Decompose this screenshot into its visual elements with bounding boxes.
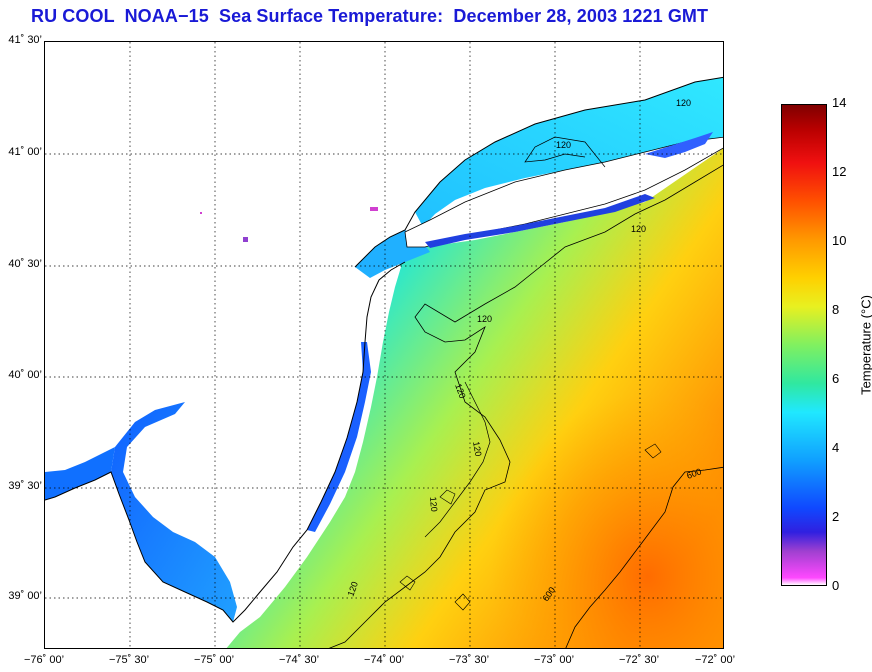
contour-label-120: 120 (428, 496, 439, 512)
lat-label-41-30: 41˚ 30’ (8, 34, 42, 46)
lat-label-40-30: 40˚ 30’ (8, 258, 42, 270)
contour-label-120: 120 (631, 224, 646, 234)
figure-title: RU COOL NOAA−15 Sea Surface Temperature:… (31, 6, 709, 26)
colorbar-label: Temperature (°C) (858, 295, 872, 395)
lon-label-72-00: −72˚ 00’ (694, 654, 736, 666)
purple-patch (243, 237, 248, 242)
lon-label-73-30: −73˚ 30’ (448, 654, 490, 666)
sst-map-canvas: 120 120 120 120 120 120 120 120 600 600 (45, 42, 723, 648)
peconic-bay (645, 132, 713, 158)
contour-blob (454, 593, 471, 611)
lon-label-72-30: −72˚ 30’ (618, 654, 660, 666)
lat-label-39-00: 39˚ 00’ (8, 590, 42, 602)
delaware-river (45, 447, 115, 500)
nj-coastal-lagoons (307, 342, 371, 532)
colorbar-tick-6: 6 (832, 371, 840, 386)
lon-label-75-00: −75˚ 00’ (193, 654, 235, 666)
isobath-120-inner (424, 381, 491, 538)
colorbar-tick-2: 2 (832, 509, 840, 524)
contour-label-120: 120 (556, 140, 571, 150)
lon-label-76-00: −76˚ 00’ (23, 654, 65, 666)
lon-label-75-30: −75˚ 30’ (108, 654, 150, 666)
contour-label-600: 600 (685, 466, 703, 481)
lon-label-73-00: −73˚ 00’ (533, 654, 575, 666)
colorbar-tick-4: 4 (832, 440, 840, 455)
lon-label-74-30: −74˚ 30’ (278, 654, 320, 666)
colorbar-tick-12: 12 (832, 164, 847, 179)
isobath-120 (328, 164, 723, 648)
contour-label-120: 120 (471, 441, 483, 458)
colorbar-tick-10: 10 (832, 233, 847, 248)
great-south-bay (425, 194, 655, 248)
lat-lon-grid (45, 42, 723, 648)
pink-patch (200, 212, 202, 214)
contour-label-120: 120 (477, 314, 492, 324)
isobath-120-north (524, 136, 606, 168)
contour-blob (439, 489, 456, 505)
contour-label-120: 120 (453, 382, 468, 400)
colorbar-tick-14: 14 (832, 95, 847, 110)
sst-map: 120 120 120 120 120 120 120 120 600 600 (44, 41, 724, 649)
lon-label-74-00: −74˚ 00’ (363, 654, 405, 666)
contour-blob (644, 443, 662, 459)
colorbar-tick-8: 8 (832, 302, 840, 317)
contour-label-120: 120 (345, 580, 360, 598)
coastline (45, 261, 406, 623)
colorbar-tick-0: 0 (832, 578, 840, 593)
isobath-600 (565, 466, 723, 648)
long-island-sound (415, 77, 723, 227)
ny-shoreline (354, 76, 723, 268)
contour-label-120: 120 (676, 98, 691, 108)
pink-patch (370, 207, 378, 211)
lat-label-39-30: 39˚ 30’ (8, 480, 42, 492)
lat-label-40-00: 40˚ 00’ (8, 369, 42, 381)
lat-label-41-00: 41˚ 00’ (8, 146, 42, 158)
warm-water-region (376, 242, 723, 648)
delaware-bay (111, 402, 237, 622)
contour-blob (399, 575, 416, 591)
temperature-colorbar (781, 104, 827, 586)
